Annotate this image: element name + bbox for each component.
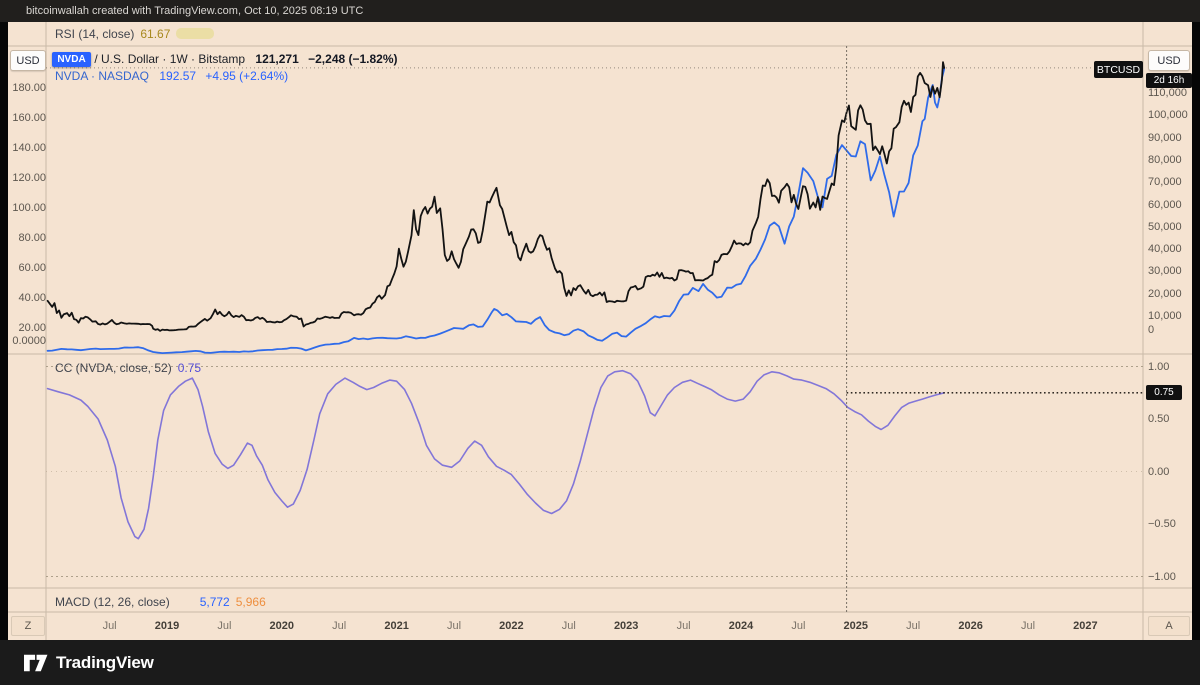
time-axis-label: Jul xyxy=(676,620,691,632)
time-axis-label: 2020 xyxy=(269,620,295,632)
cc-axis-tick: 0.50 xyxy=(1148,413,1170,425)
time-axis-label: 2022 xyxy=(499,620,524,632)
left-axis-tick: 0.0000 xyxy=(12,335,46,347)
tradingview-logo-text: TradingView xyxy=(56,652,154,672)
time-axis-label: 2027 xyxy=(1073,620,1098,632)
left-axis-tick: 100.00 xyxy=(12,202,46,214)
right-axis-tick: 60,000 xyxy=(1148,198,1182,211)
right-axis-tick: 110,000 xyxy=(1148,87,1187,99)
compare-change: +4.95 (+2.64%) xyxy=(205,69,289,83)
compare-price: 192.57 xyxy=(159,69,197,83)
cc-axis-tick: 0.00 xyxy=(1148,465,1170,478)
timezone-button[interactable]: Z xyxy=(11,616,45,636)
cc-label: CC (NVDA, close, 52) xyxy=(55,361,172,375)
auto-scale-button[interactable]: A xyxy=(1148,616,1190,636)
tradingview-logo[interactable]: TradingView xyxy=(24,653,154,673)
time-axis-label: Jul xyxy=(102,620,117,632)
right-axis-tick: 100,000 xyxy=(1148,109,1188,122)
right-axis-tick: 30,000 xyxy=(1148,265,1182,278)
right-axis-tick: 90,000 xyxy=(1148,131,1182,144)
time-axis-label: Jul xyxy=(561,620,576,632)
cc-legend-row[interactable]: CC (NVDA, close, 52) 0.75 xyxy=(55,361,201,375)
symbol-legend-row[interactable]: Bitcoin / U.S. Dollar · 1W · Bitstamp 12… xyxy=(55,52,398,66)
macd-value-2: 5,966 xyxy=(235,595,266,609)
macd-legend-row[interactable]: MACD (12, 26, close) 5,772 5,966 xyxy=(55,595,266,609)
right-axis-tick: 80,000 xyxy=(1148,153,1182,166)
symbol-price: 121,271 xyxy=(255,52,299,66)
time-axis-label: Jul xyxy=(332,620,347,632)
rsi-highlight-blob xyxy=(176,28,215,39)
time-axis-label: 2019 xyxy=(154,620,180,632)
symbol-title: Bitcoin / U.S. Dollar · 1W · Bitstamp xyxy=(55,52,246,66)
time-axis-label: Jul xyxy=(217,620,232,632)
right-axis-tick: 40,000 xyxy=(1148,243,1182,256)
left-axis-tick: 60.00 xyxy=(18,262,46,274)
left-axis-tick: 40.00 xyxy=(18,292,46,304)
right-axis-tick: 50,000 xyxy=(1148,220,1182,233)
rsi-label: RSI (14, close) xyxy=(55,27,135,41)
compare-legend-row[interactable]: NVDA · NASDAQ 192.57 +4.95 (+2.64%) xyxy=(55,69,288,83)
footer-bar: TradingView xyxy=(0,640,1200,685)
left-axis-tick: 80.00 xyxy=(18,232,46,244)
time-axis-label: 2024 xyxy=(728,620,754,632)
symbol-change: −2,248 (−1.82%) xyxy=(308,52,398,66)
btcusd-series-badge[interactable]: BTCUSD xyxy=(1094,61,1143,78)
compare-title: NVDA · NASDAQ xyxy=(55,69,150,83)
cc-axis-tick: 1.00 xyxy=(1148,360,1170,373)
time-axis-label: Jul xyxy=(906,620,921,632)
left-axis-tick: 160.00 xyxy=(12,112,46,124)
time-axis-label: 2025 xyxy=(843,620,869,632)
time-axis-label: 2021 xyxy=(384,620,409,632)
time-axis-label: 2026 xyxy=(958,620,983,632)
left-axis-currency-button[interactable]: USD xyxy=(10,50,46,71)
macd-label: MACD (12, 26, close) xyxy=(55,595,170,609)
right-axis-tick: 70,000 xyxy=(1148,176,1182,189)
cc-axis-tick: −0.50 xyxy=(1148,518,1176,530)
time-axis-label: Jul xyxy=(1020,620,1036,632)
left-axis-tick: 20.00 xyxy=(18,322,46,334)
left-axis-tick: 140.00 xyxy=(12,142,46,154)
macd-value-1: 5,772 xyxy=(199,595,230,609)
left-axis-tick: 120.00 xyxy=(12,172,46,184)
time-axis-label: 2023 xyxy=(613,620,639,632)
rsi-legend-row[interactable]: RSI (14, close) 61.67 xyxy=(55,27,215,41)
attribution-text: bitcoinwallah created with TradingView.c… xyxy=(26,5,364,17)
cc-value: 0.75 xyxy=(177,361,202,375)
time-axis-label: Jul xyxy=(446,620,462,632)
chart-canvas[interactable] xyxy=(8,22,1192,640)
left-axis-tick: 180.00 xyxy=(12,82,46,94)
right-axis-currency-button[interactable]: USD xyxy=(1148,50,1190,71)
attribution-bar: bitcoinwallah created with TradingView.c… xyxy=(0,0,1200,22)
right-axis-tick: 10,000 xyxy=(1148,310,1182,322)
tradingview-logo-icon xyxy=(24,654,48,671)
right-axis-tick: 20,000 xyxy=(1148,287,1182,300)
cc-axis-tick: −1.00 xyxy=(1148,570,1176,583)
cc-value-axis-badge: 0.75 xyxy=(1146,385,1182,400)
time-axis-label: Jul xyxy=(791,620,806,632)
bar-countdown-badge: 2d 16h xyxy=(1146,73,1192,88)
right-axis-tick: 0 xyxy=(1148,324,1155,336)
rsi-value: 61.67 xyxy=(140,27,171,41)
chart-area: RSI (14, close) 61.67 Bitcoin / U.S. Doll… xyxy=(8,22,1192,640)
nvda-drag-chip[interactable]: NVDA xyxy=(52,52,91,67)
